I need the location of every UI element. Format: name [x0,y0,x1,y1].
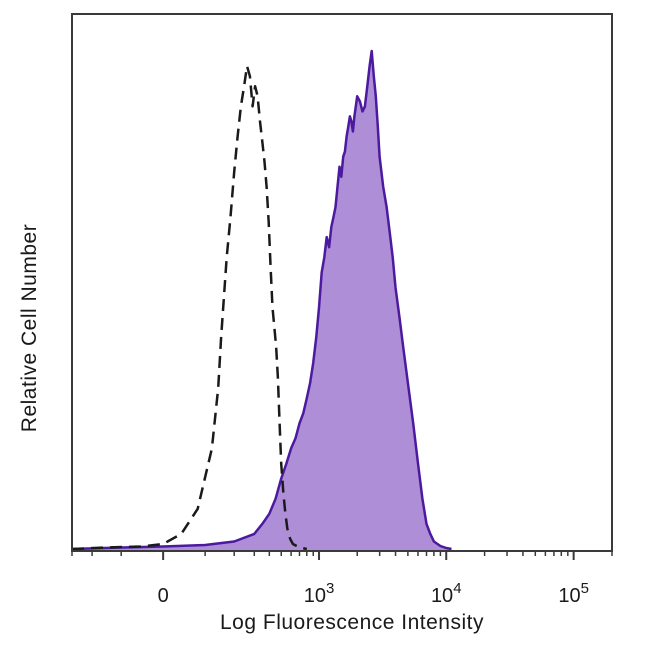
x-tick-label: 104 [431,580,462,607]
plot-frame [71,13,613,552]
x-tick-label: 103 [304,580,335,607]
x-tick-label: 0 [158,585,169,607]
x-axis-label: Log Fluorescence Intensity [220,611,484,634]
x-axis: 0 103 104 105 [71,551,613,607]
stained-histogram-area [72,51,452,551]
stained-histogram-line [71,49,452,551]
control-histogram-line [71,64,308,551]
plot-area [71,49,452,551]
y-axis-label: Relative Cell Number [18,224,41,432]
x-tick-label: 105 [558,580,589,607]
